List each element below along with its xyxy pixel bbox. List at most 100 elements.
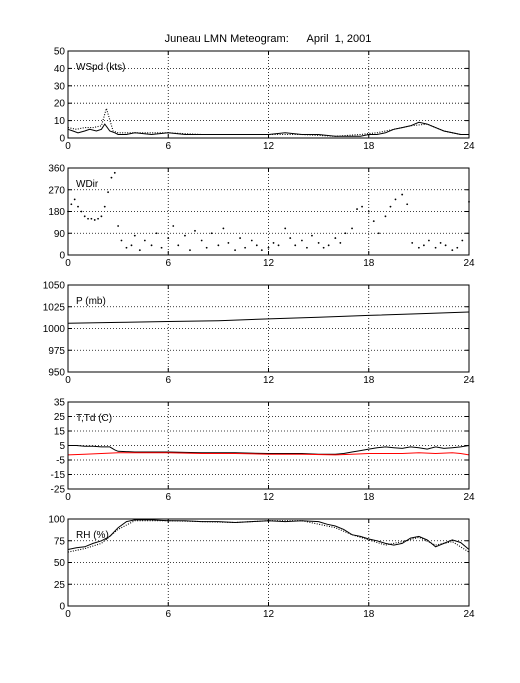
- panel-wspd: 0 6 12 18 24 0 10 20 30 40 50 WSpd (kts): [54, 47, 475, 153]
- data-point: [83, 215, 86, 218]
- data-point: [417, 246, 420, 249]
- data-point: [260, 249, 263, 252]
- data-point: [90, 217, 93, 220]
- y-tick-label: 40: [54, 64, 66, 75]
- data-point: [80, 210, 83, 213]
- x-tick-label: 24: [463, 492, 475, 503]
- y-tick-label: 0: [59, 602, 65, 613]
- y-tick-label: -5: [56, 456, 65, 467]
- panel-pres: 0 6 12 18 24 950 975 1000 1025 1050 P (mb): [43, 281, 475, 387]
- data-point: [255, 244, 258, 247]
- x-tick-label: 18: [363, 609, 375, 620]
- data-point: [110, 176, 113, 179]
- panel-label: T,Td (C): [76, 413, 112, 424]
- x-tick-label: 24: [463, 258, 475, 269]
- data-point: [200, 239, 203, 242]
- data-point: [70, 203, 73, 206]
- x-tick-label: 24: [463, 375, 475, 386]
- data-point: [167, 237, 170, 239]
- data-point: [301, 239, 303, 242]
- data-point: [356, 208, 358, 210]
- series-line-1: [67, 519, 470, 550]
- data-point: [87, 217, 89, 220]
- y-tick-label: 270: [48, 185, 65, 196]
- data-point: [322, 246, 325, 249]
- data-point: [177, 244, 180, 247]
- y-tick-label: 35: [54, 398, 66, 409]
- data-point: [117, 225, 120, 227]
- x-tick-label: 6: [165, 141, 171, 152]
- data-point: [367, 210, 370, 213]
- y-tick-label: 5: [59, 441, 65, 452]
- data-point: [113, 171, 116, 174]
- data-point: [372, 220, 375, 223]
- data-point: [133, 234, 136, 237]
- data-point: [272, 242, 275, 244]
- panel-label: RH (%): [76, 530, 109, 541]
- y-tick-label: 0: [59, 134, 65, 145]
- series-line-2: [67, 452, 470, 456]
- y-tick-label: 950: [48, 368, 65, 379]
- data-point: [194, 229, 196, 232]
- data-point: [267, 246, 270, 249]
- axes-frame: [67, 50, 470, 139]
- data-point: [311, 234, 313, 237]
- x-tick-label: 18: [363, 375, 375, 386]
- data-point: [250, 239, 253, 242]
- data-point: [411, 242, 414, 244]
- y-tick-label: 25: [54, 412, 66, 423]
- x-tick-label: 18: [363, 141, 375, 152]
- data-point: [184, 234, 186, 237]
- x-tick-label: 12: [263, 258, 275, 269]
- data-point: [160, 246, 163, 249]
- data-point: [130, 244, 133, 247]
- data-point: [344, 232, 347, 235]
- data-point: [351, 227, 353, 230]
- data-point: [239, 237, 241, 239]
- data-point: [456, 246, 459, 249]
- data-point: [138, 249, 141, 252]
- data-point: [107, 191, 109, 194]
- data-point: [284, 227, 287, 230]
- panel-label: WSpd (kts): [76, 62, 125, 73]
- data-point: [277, 244, 280, 247]
- data-point: [401, 193, 404, 196]
- data-point: [394, 198, 397, 201]
- y-tick-label: 75: [54, 536, 66, 547]
- x-tick-label: 24: [463, 141, 475, 152]
- y-tick-label: 15: [54, 427, 66, 438]
- data-point: [103, 205, 106, 208]
- panel-wdir: 0 6 12 18 24 0 90 180 270 360 WDir: [48, 164, 475, 270]
- data-point: [77, 205, 79, 208]
- data-point: [439, 242, 442, 244]
- x-tick-label: 0: [65, 258, 71, 269]
- data-point: [205, 246, 208, 249]
- data-point: [406, 203, 409, 206]
- data-point: [289, 237, 292, 239]
- data-point: [217, 244, 220, 247]
- data-point: [155, 232, 158, 235]
- data-point: [244, 246, 247, 249]
- data-point: [306, 246, 308, 249]
- data-point: [234, 249, 236, 252]
- y-tick-label: 10: [54, 116, 66, 127]
- x-tick-label: 0: [65, 609, 71, 620]
- data-point: [143, 239, 146, 242]
- data-point: [189, 249, 191, 252]
- y-tick-label: 30: [54, 81, 66, 92]
- y-tick-label: 975: [48, 346, 65, 357]
- data-point: [150, 244, 153, 247]
- x-tick-label: 6: [165, 258, 171, 269]
- y-tick-label: 25: [54, 580, 66, 591]
- y-tick-label: -25: [51, 485, 66, 496]
- data-point: [172, 225, 175, 227]
- data-point: [227, 242, 230, 244]
- panel-temp: 0 6 12 18 24 -25 -15 -5 5 15 25 35 T,Td (C): [51, 398, 475, 504]
- data-point: [377, 232, 380, 235]
- series-line-1: [67, 311, 470, 324]
- data-point: [422, 244, 425, 247]
- x-tick-label: 6: [165, 492, 171, 503]
- data-point: [210, 232, 213, 235]
- figure-title: Juneau LMN Meteogram: April 1, 2001: [165, 33, 372, 45]
